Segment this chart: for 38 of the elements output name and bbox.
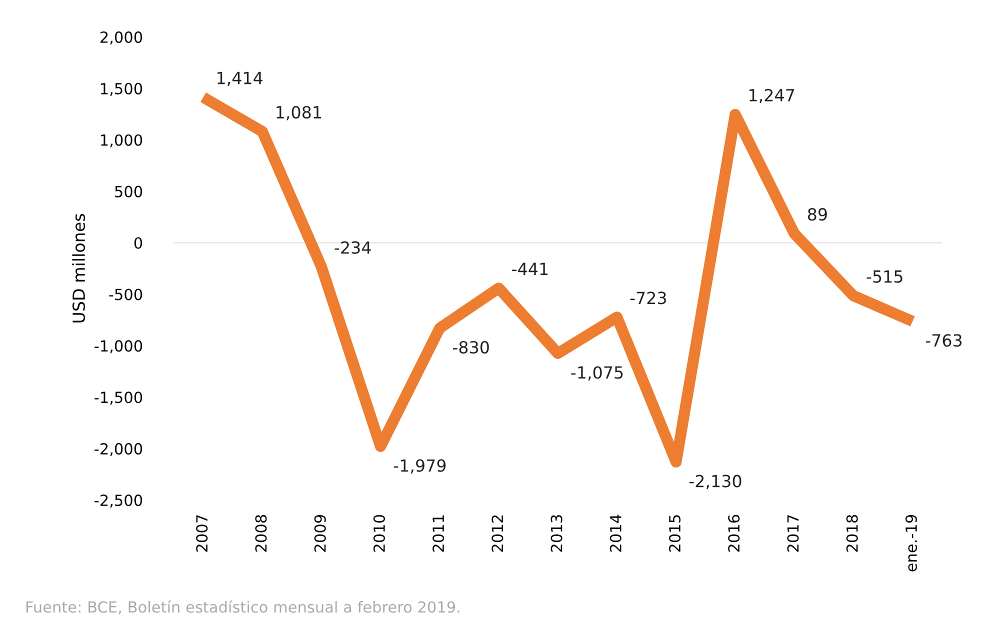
source-note: Fuente: BCE, Boletín estadístico mensual a febrero 2019.: [26, 600, 460, 614]
data-label: -1,075: [571, 366, 623, 380]
y-tick-label: -2,500: [94, 494, 142, 508]
x-tick-label: 2015: [668, 515, 681, 552]
data-label: 1,414: [218, 72, 262, 86]
y-tick-label: -1,000: [94, 340, 142, 354]
x-tick-label: 2018: [846, 514, 858, 552]
x-tick-label: 2011: [432, 515, 444, 552]
data-label: -1,979: [394, 459, 446, 474]
x-tick-label: 2014: [610, 514, 622, 552]
data-label: -830: [452, 340, 489, 354]
data-label: 1,247: [750, 88, 794, 104]
data-label: -2,130: [689, 474, 742, 490]
x-tick-label: 2017: [787, 515, 799, 552]
data-label: 89: [808, 208, 827, 221]
y-tick-label: -1,500: [94, 392, 142, 405]
data-label: -763: [926, 334, 962, 347]
x-tick-label: 2012: [492, 515, 504, 552]
data-label: 1,081: [276, 106, 321, 120]
x-tick-label: ene.-19: [905, 515, 917, 572]
x-tick-label: 2010: [373, 514, 385, 552]
y-tick-label: 1,000: [101, 134, 142, 148]
x-tick-label: 2013: [550, 515, 562, 552]
data-label: -723: [630, 292, 666, 304]
data-label: -234: [334, 241, 371, 254]
x-tick-label: 2016: [728, 514, 740, 552]
data-label: -515: [866, 270, 902, 283]
y-tick-label: 0: [134, 237, 142, 249]
y-tick-label: 1,500: [101, 82, 142, 96]
x-tick-label: 2007: [196, 515, 208, 552]
y-tick-label: 2,000: [100, 31, 142, 45]
y-tick-label: -2,000: [94, 443, 142, 456]
x-tick-label: 2008: [255, 514, 267, 552]
y-tick-label: 500: [115, 186, 142, 198]
y-axis-title: USD millones: [72, 214, 86, 322]
y-tick-label: -500: [109, 288, 142, 300]
data-label: -441: [512, 262, 548, 275]
x-tick-label: 2009: [314, 515, 326, 552]
